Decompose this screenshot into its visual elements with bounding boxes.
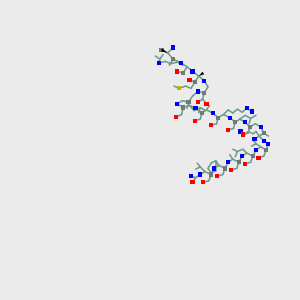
Bar <box>262 139 266 143</box>
Bar <box>193 80 197 84</box>
Bar <box>157 61 161 65</box>
Bar <box>187 100 191 104</box>
Bar <box>264 148 268 152</box>
Bar <box>193 118 197 123</box>
Bar <box>196 89 200 94</box>
Bar <box>194 106 198 110</box>
Bar <box>189 174 193 178</box>
Bar <box>209 172 213 177</box>
Bar <box>187 78 191 82</box>
Bar <box>175 102 179 106</box>
Bar <box>159 48 164 52</box>
Bar <box>212 166 216 171</box>
Bar <box>209 123 213 128</box>
Polygon shape <box>199 72 204 76</box>
Bar <box>204 102 208 106</box>
Bar <box>240 154 244 158</box>
Bar <box>216 116 220 120</box>
Bar <box>202 91 206 95</box>
Bar <box>196 100 200 104</box>
Bar <box>250 109 254 114</box>
Bar <box>237 160 241 164</box>
Bar <box>262 131 266 135</box>
Bar <box>190 180 195 184</box>
Bar <box>256 155 260 160</box>
Bar <box>248 125 252 129</box>
Bar <box>202 79 206 83</box>
Bar <box>171 57 175 61</box>
Bar <box>233 120 237 124</box>
Bar <box>211 111 215 115</box>
Bar <box>229 168 233 172</box>
Bar <box>179 61 183 65</box>
Bar <box>226 128 230 132</box>
Bar <box>251 154 255 158</box>
Bar <box>175 69 179 74</box>
Bar <box>215 174 219 178</box>
Bar <box>201 180 206 184</box>
Bar <box>266 142 271 146</box>
Bar <box>174 115 178 119</box>
Bar <box>243 162 247 166</box>
Bar <box>198 172 202 177</box>
Bar <box>259 125 263 129</box>
Bar <box>254 148 258 152</box>
Bar <box>190 69 195 74</box>
Bar <box>252 137 256 141</box>
Polygon shape <box>161 49 168 53</box>
Bar <box>223 166 227 171</box>
Bar <box>243 120 247 124</box>
Bar <box>241 132 245 137</box>
Bar <box>228 116 232 120</box>
Bar <box>181 106 185 110</box>
Bar <box>181 71 185 75</box>
Bar <box>244 106 249 110</box>
Bar <box>200 111 204 115</box>
Bar <box>171 45 175 50</box>
Bar <box>177 86 182 91</box>
Bar <box>238 129 243 134</box>
Bar <box>226 160 230 164</box>
